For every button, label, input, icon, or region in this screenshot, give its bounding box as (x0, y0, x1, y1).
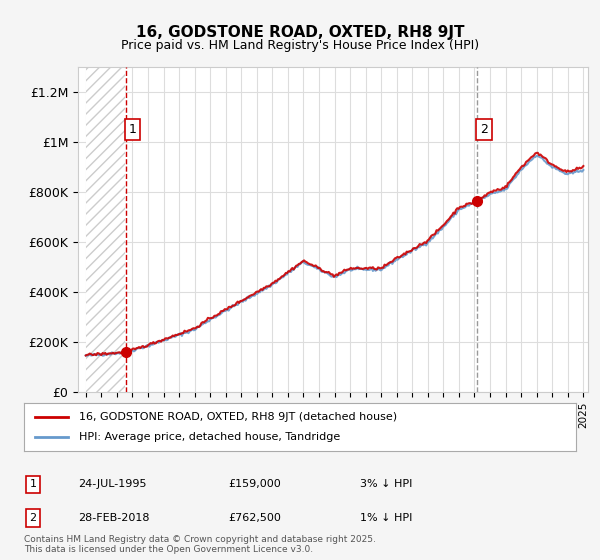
Text: Contains HM Land Registry data © Crown copyright and database right 2025.
This d: Contains HM Land Registry data © Crown c… (24, 535, 376, 554)
Text: 24-JUL-1995: 24-JUL-1995 (78, 479, 146, 489)
Text: 16, GODSTONE ROAD, OXTED, RH8 9JT: 16, GODSTONE ROAD, OXTED, RH8 9JT (136, 25, 464, 40)
Text: 16, GODSTONE ROAD, OXTED, RH8 9JT (detached house): 16, GODSTONE ROAD, OXTED, RH8 9JT (detac… (79, 412, 397, 422)
Text: 1% ↓ HPI: 1% ↓ HPI (360, 513, 412, 523)
Text: 1: 1 (29, 479, 37, 489)
Text: 2: 2 (480, 123, 488, 136)
Text: £159,000: £159,000 (228, 479, 281, 489)
Text: Price paid vs. HM Land Registry's House Price Index (HPI): Price paid vs. HM Land Registry's House … (121, 39, 479, 52)
Text: 1: 1 (128, 123, 137, 136)
Text: HPI: Average price, detached house, Tandridge: HPI: Average price, detached house, Tand… (79, 432, 340, 442)
Text: £762,500: £762,500 (228, 513, 281, 523)
Text: 2: 2 (29, 513, 37, 523)
Text: 3% ↓ HPI: 3% ↓ HPI (360, 479, 412, 489)
Text: 28-FEB-2018: 28-FEB-2018 (78, 513, 149, 523)
